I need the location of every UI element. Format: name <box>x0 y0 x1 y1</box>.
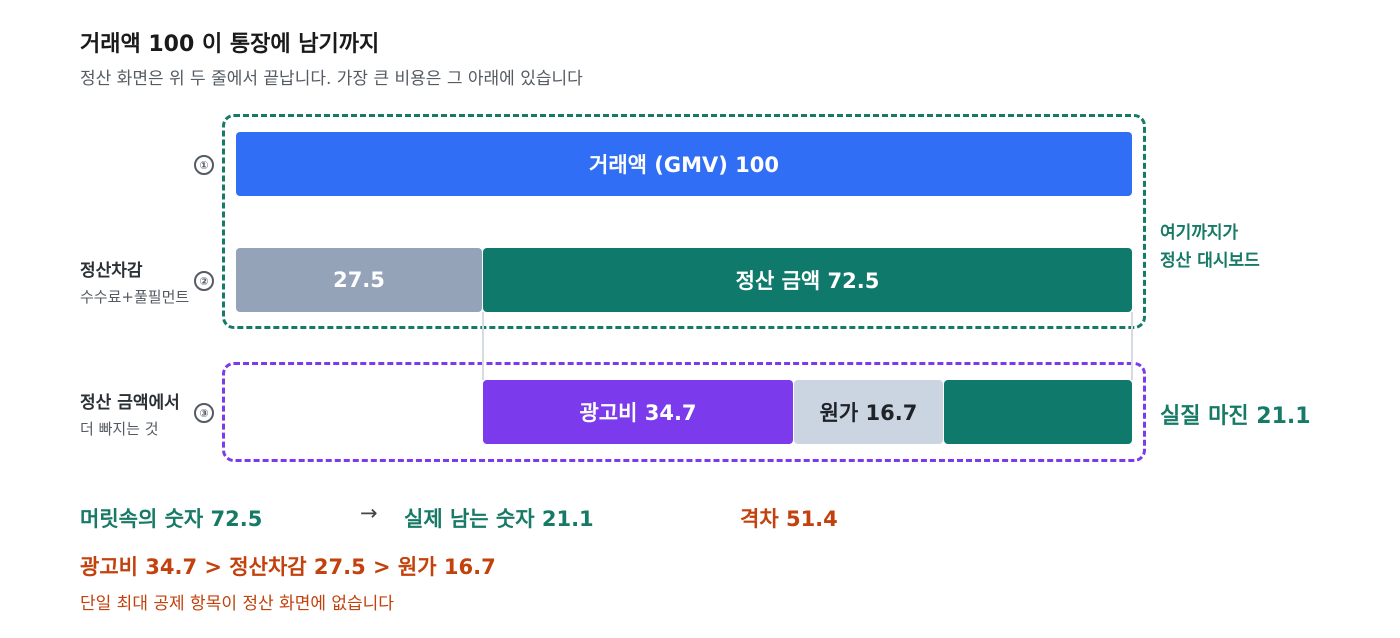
step-3-marker: ③ <box>194 403 214 423</box>
page-subtitle: 정산 화면은 위 두 줄에서 끝납니다. 가장 큰 비용은 그 아래에 있습니다 <box>80 69 583 89</box>
dashboard-note-line2: 정산 대시보드 <box>1160 251 1260 271</box>
dashboard-scope-box <box>222 114 1146 329</box>
page-title: 거래액 100 이 통장에 남기까지 <box>80 32 380 57</box>
deduction-row-sublabel: 수수료+풀필먼트 <box>80 288 190 306</box>
actual-number: 실제 남는 숫자 21.1 <box>404 507 594 531</box>
guide-line-right <box>1131 312 1133 380</box>
guide-line-left <box>482 312 484 380</box>
step-1-marker: ① <box>194 155 214 175</box>
below-row-label: 정산 금액에서 <box>80 393 180 413</box>
below-row-sublabel: 더 빠지는 것 <box>80 420 159 438</box>
step-2-marker: ② <box>194 271 214 291</box>
margin-bar <box>944 380 1132 444</box>
gmv-bar: 거래액 (GMV) 100 <box>236 132 1132 196</box>
ads-bar: 광고비 34.7 <box>483 380 793 444</box>
gap-number: 격차 51.4 <box>740 507 838 531</box>
cost-ranking: 광고비 34.7 > 정산차감 27.5 > 원가 16.7 <box>80 555 496 579</box>
settlement-bar: 정산 금액 72.5 <box>483 248 1132 312</box>
below-dashboard-box <box>222 362 1146 462</box>
cogs-bar: 원가 16.7 <box>794 380 943 444</box>
cost-note: 단일 최대 공제 항목이 정산 화면에 없습니다 <box>80 594 394 614</box>
dashboard-note-line1: 여기까지가 <box>1160 223 1239 243</box>
real-margin-label: 실질 마진 21.1 <box>1160 404 1311 429</box>
arrow-right-icon: → <box>360 501 378 525</box>
deduction-row-label: 정산차감 <box>80 261 143 281</box>
perceived-number: 머릿속의 숫자 72.5 <box>80 507 263 531</box>
deduction-bar: 27.5 <box>236 248 482 312</box>
